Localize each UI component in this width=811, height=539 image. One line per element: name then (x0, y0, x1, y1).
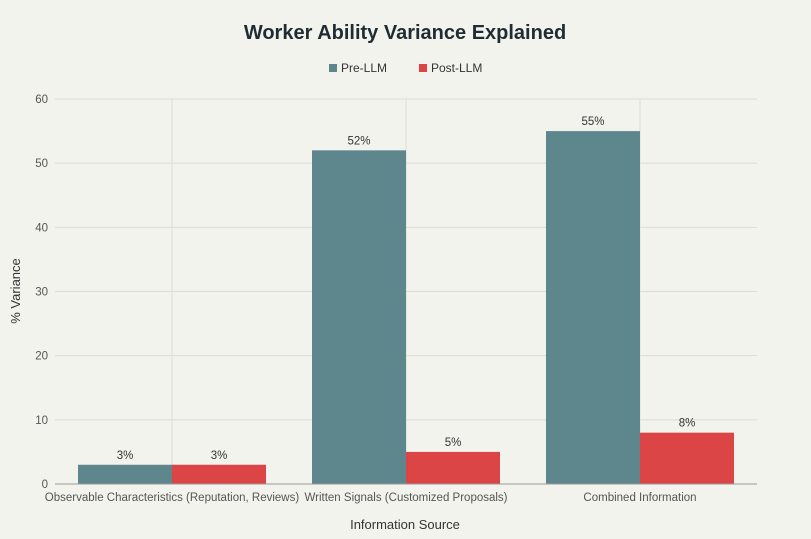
axes: 0 10 20 30 40 50 60 Observable Characteristics … (35, 94, 757, 504)
chart-title: Worker Ability Variance Explained (244, 22, 566, 44)
data-label: 5% (445, 437, 462, 449)
bar-post-llm-2 (406, 451, 500, 484)
y-tick-label: 30 (35, 287, 48, 299)
x-tick-label: Combined Information (583, 492, 696, 504)
data-label: 52% (347, 135, 370, 147)
data-label: 3% (211, 450, 228, 462)
data-label: 8% (679, 418, 696, 430)
x-tick-label: Observable Characteristics (Reputation, … (45, 492, 300, 504)
legend-label: Post-LLM (431, 61, 482, 75)
legend-swatch-1 (329, 64, 337, 72)
data-label: 55% (581, 116, 604, 128)
bar-pre-llm-3 (546, 131, 640, 485)
y-tick-label: 60 (35, 94, 48, 106)
legend: Pre-LLM Post-LLM (329, 61, 482, 75)
bars (78, 131, 734, 485)
y-axis-title: % Variance (8, 258, 23, 324)
legend-swatch-2 (419, 64, 427, 72)
legend-label: Pre-LLM (341, 61, 387, 75)
y-tick-label: 10 (35, 415, 48, 427)
data-labels: 3% 3% 52% 5% 55% 8% (117, 116, 696, 462)
x-tick-label: Written Signals (Customized Proposals) (304, 492, 507, 504)
y-tick-label: 0 (42, 479, 48, 491)
y-tick-label: 40 (35, 222, 48, 234)
y-tick-label: 20 (35, 351, 48, 363)
bar-post-llm-3 (640, 432, 734, 484)
bar-pre-llm-2 (312, 150, 406, 485)
bar-post-llm-1 (172, 464, 266, 484)
bar-pre-llm-1 (78, 464, 172, 484)
y-tick-label: 50 (35, 158, 48, 170)
data-label: 3% (117, 450, 134, 462)
x-axis-title: Information Source (350, 517, 460, 532)
